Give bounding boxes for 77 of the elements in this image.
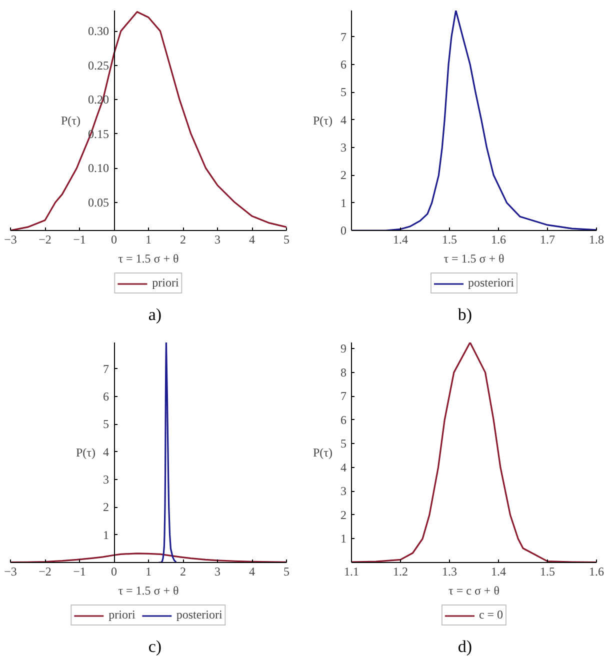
legend-label: priori (152, 276, 179, 290)
y-axis-title: P(τ) (313, 114, 333, 128)
y-tick-label: 7 (340, 30, 346, 44)
x-tick-label: 1.7 (540, 232, 555, 246)
legend-label: posteriori (176, 608, 222, 622)
y-tick-label: 3 (103, 472, 109, 486)
y-axis-title: P(τ) (313, 446, 333, 460)
y-tick-label: 6 (340, 57, 346, 72)
y-tick-label: 7 (103, 362, 109, 376)
x-tick-label: 1.8 (589, 232, 604, 246)
x-tick-label: −2 (38, 232, 52, 246)
x-tick-label: −3 (4, 564, 17, 578)
x-tick-label: 1.2 (393, 564, 408, 578)
x-tick-label: 5 (284, 232, 290, 246)
y-tick-label: 0.25 (88, 58, 109, 72)
x-axis-title: τ = 1.5 σ + θ (444, 252, 505, 266)
y-tick-label: 3 (340, 140, 346, 154)
x-tick-label: −3 (4, 232, 17, 246)
x-axis-title: τ = 1.5 σ + θ (118, 252, 180, 266)
x-tick-label: −1 (73, 564, 86, 578)
y-tick-label: 0 (340, 224, 346, 238)
y-tick-label: 2 (340, 168, 346, 182)
text: a) (148, 304, 162, 326)
y-tick-label: 6 (103, 389, 109, 404)
text: d) (458, 636, 472, 658)
x-tick-label: 2 (180, 564, 186, 578)
x-tick-label: −2 (38, 564, 52, 578)
y-tick-label: 7 (340, 389, 346, 404)
y-tick-label: 1 (340, 532, 346, 546)
x-tick-label: 1 (146, 232, 152, 246)
y-tick-label: 6 (340, 412, 346, 427)
x-tick-label: 1.1 (344, 564, 359, 578)
legend-label: priori (108, 608, 136, 622)
x-tick-label: 2 (180, 232, 186, 246)
x-tick-label: 3 (214, 232, 220, 246)
line-series (10, 552, 286, 562)
x-tick-label: 1.6 (491, 232, 506, 246)
x-axis-title: τ = c σ + θ (448, 584, 500, 598)
x-tick-label: 1.4 (491, 564, 506, 578)
text: c) (148, 636, 162, 658)
x-tick-label: 4 (249, 564, 255, 578)
y-tick-label: 5 (340, 85, 346, 100)
y-tick-label: 9 (340, 342, 346, 356)
y-tick-label: 4 (340, 460, 346, 474)
y-tick-label: 4 (103, 444, 109, 459)
x-tick-label: 1.6 (589, 564, 604, 578)
legend-label: c = 0 (478, 608, 504, 622)
x-tick-label: 3 (214, 564, 220, 578)
line-series (10, 11, 286, 230)
x-tick-label: 1.5 (442, 232, 457, 246)
y-axis-title: P(τ) (61, 114, 81, 128)
y-tick-label: 4 (340, 112, 346, 127)
line-series (158, 342, 177, 562)
line-series (352, 342, 596, 562)
line-series (352, 10, 596, 230)
text: b) (458, 304, 472, 326)
y-tick-label: 1 (340, 196, 346, 210)
x-tick-label: 1.5 (540, 564, 555, 578)
x-tick-label: 1.3 (442, 564, 457, 578)
y-tick-label: 3 (340, 484, 346, 498)
x-tick-label: 1 (146, 564, 152, 578)
y-tick-label: 5 (103, 417, 109, 432)
y-tick-label: 0.10 (88, 161, 109, 176)
x-tick-label: −1 (73, 232, 86, 246)
y-tick-label: 2 (103, 500, 109, 514)
y-tick-label: 0.30 (88, 24, 109, 38)
x-tick-label: 1.4 (393, 232, 408, 246)
y-tick-label: 2 (340, 508, 346, 522)
x-axis-title: τ = 1.5 σ + θ (118, 584, 180, 598)
y-tick-label: 0.05 (88, 195, 109, 210)
y-axis-title: P(τ) (76, 446, 96, 460)
y-tick-label: 5 (340, 436, 346, 451)
legend-label: posteriori (468, 276, 514, 290)
x-tick-label: 5 (284, 564, 290, 578)
y-tick-label: 1 (103, 528, 109, 542)
x-tick-label: 4 (249, 232, 255, 246)
y-tick-label: 8 (340, 365, 346, 380)
